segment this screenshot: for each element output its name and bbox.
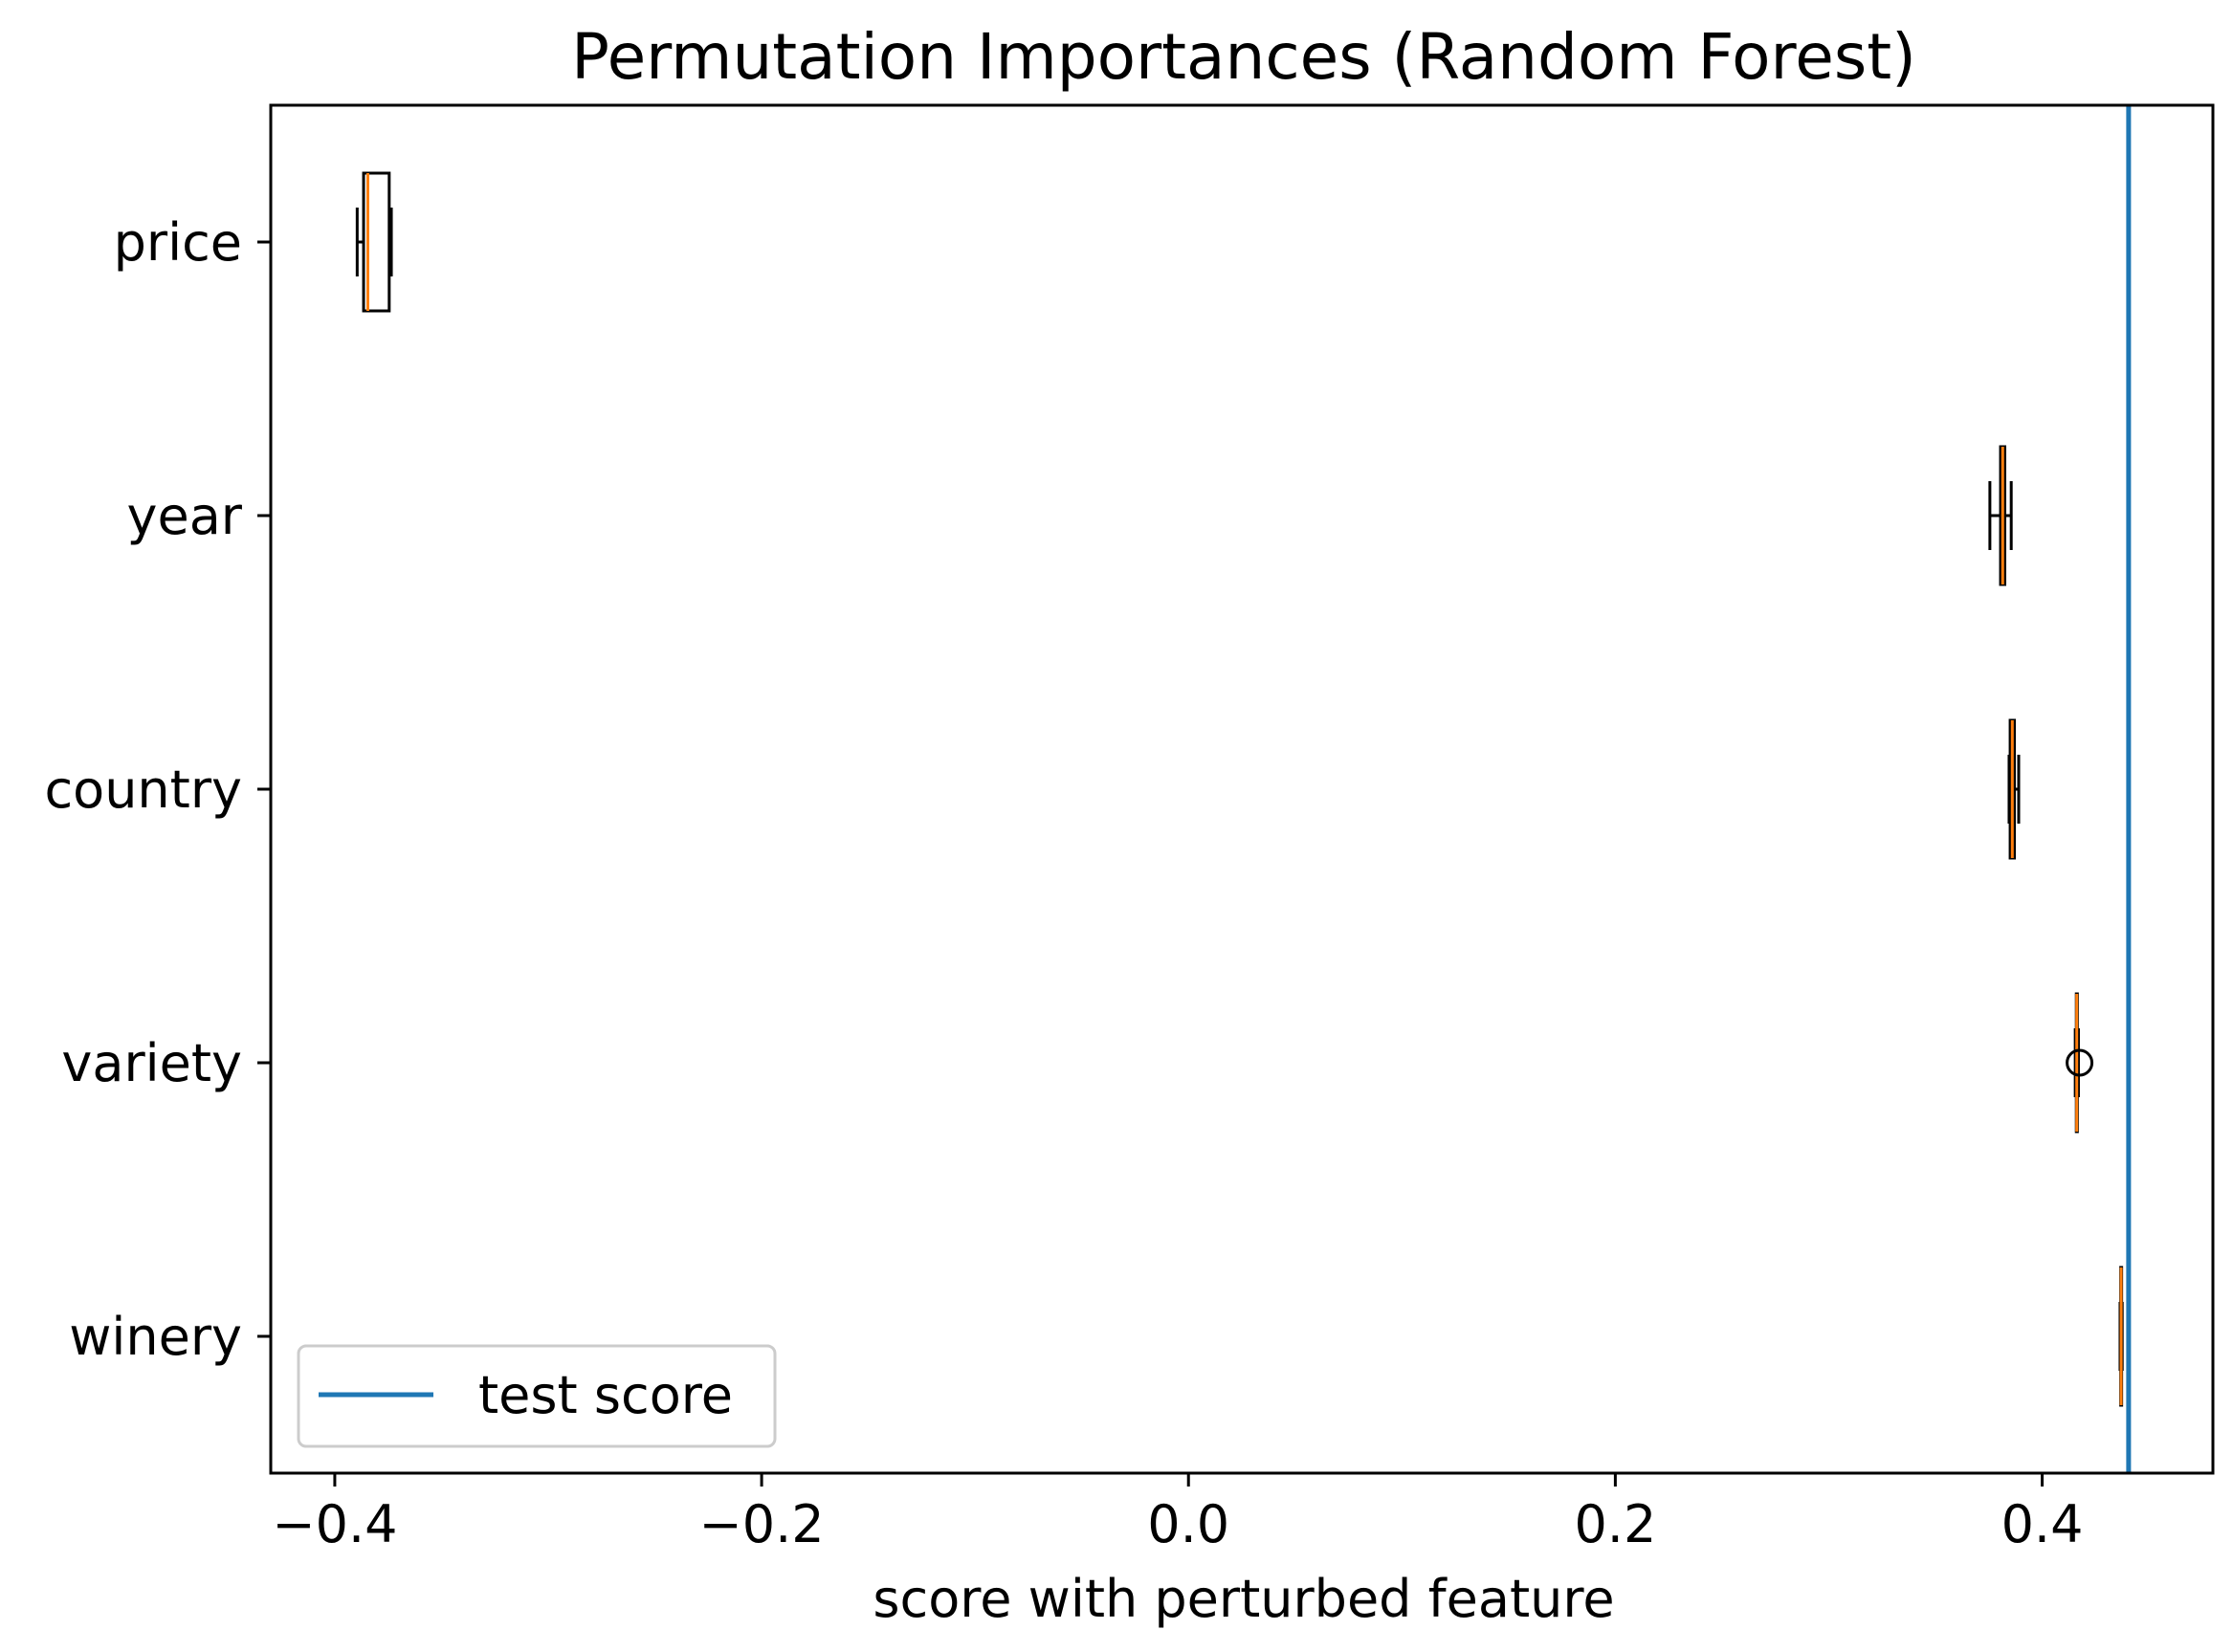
legend-entry-test-score: test score xyxy=(478,1365,733,1425)
plot-frame xyxy=(269,103,2215,1475)
x-tick-label-4: 0.4 xyxy=(2001,1494,2084,1554)
y-tick-label-winery: winery xyxy=(69,1307,242,1367)
box-price xyxy=(355,171,393,313)
y-tick-label-price: price xyxy=(114,212,242,273)
axes: −0.4 −0.2 0.0 0.2 0.4 price year country variety… xyxy=(44,103,2215,1554)
flier-variety-0 xyxy=(2066,1048,2094,1077)
box-winery xyxy=(2118,1266,2124,1407)
box-country xyxy=(2007,718,2021,860)
box-body-price xyxy=(362,171,391,313)
x-tick-label-1: −0.2 xyxy=(699,1494,825,1554)
x-tick-label-0: −0.4 xyxy=(272,1494,397,1554)
y-tick-label-year: year xyxy=(127,486,243,546)
x-tick-label-3: 0.2 xyxy=(1574,1494,1656,1554)
x-axis-label: score with perturbed feature xyxy=(873,1569,1614,1629)
plot-area xyxy=(355,105,2132,1473)
x-tick-label-2: 0.0 xyxy=(1147,1494,1229,1554)
y-tick-label-country: country xyxy=(44,760,242,820)
y-tick-label-variety: variety xyxy=(61,1033,242,1093)
box-variety xyxy=(2066,992,2094,1134)
legend-frame xyxy=(297,1344,777,1448)
legend: test score xyxy=(297,1344,777,1448)
chart-title: Permutation Importances (Random Forest) xyxy=(571,20,1916,94)
box-year xyxy=(1988,445,2013,586)
